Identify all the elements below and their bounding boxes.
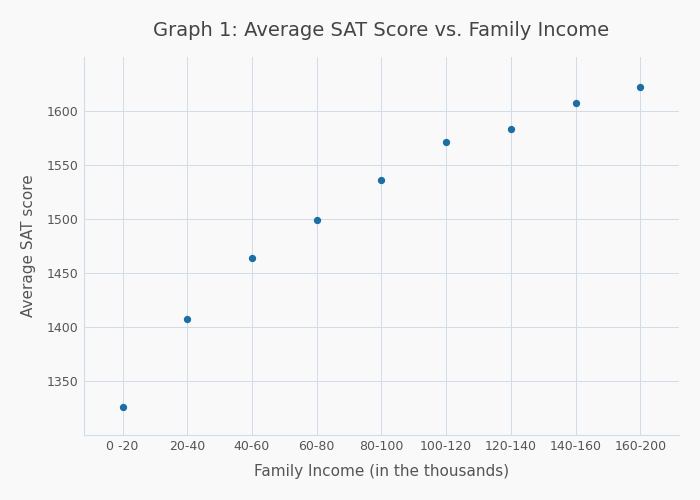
Title: Graph 1: Average SAT Score vs. Family Income: Graph 1: Average SAT Score vs. Family In… [153,21,610,40]
Point [440,138,452,146]
Point [635,83,646,91]
Point [376,176,387,184]
Point [505,125,517,133]
Point [117,403,128,411]
Y-axis label: Average SAT score: Average SAT score [21,174,36,318]
Point [246,254,258,262]
Point [311,216,322,224]
Point [570,99,581,107]
X-axis label: Family Income (in the thousands): Family Income (in the thousands) [254,464,509,479]
Point [181,316,193,324]
